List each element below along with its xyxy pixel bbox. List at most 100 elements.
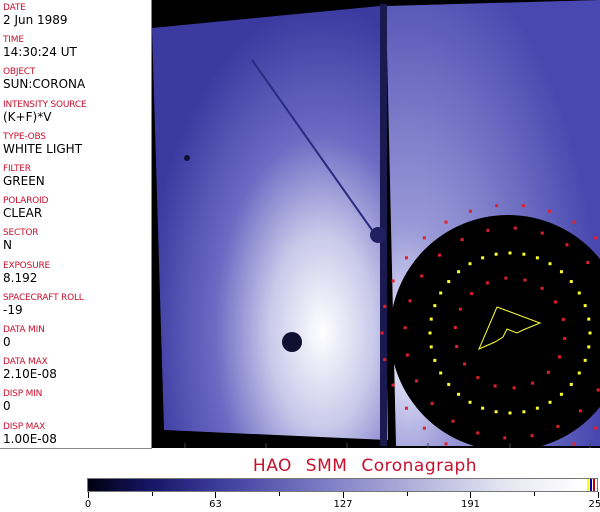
overlay-dot <box>481 406 485 410</box>
overlay-dot <box>563 336 567 340</box>
field-label: SPACECRAFT ROLL <box>3 292 84 303</box>
overlay-dot <box>546 370 550 374</box>
chart-title: HAO SMM Coronagraph <box>252 456 478 476</box>
axis-ticks <box>184 443 591 448</box>
overlay-dot <box>578 409 582 413</box>
colorbar-tick-label: 0 <box>84 499 92 510</box>
overlay-dot <box>485 281 489 285</box>
overlay-dot <box>404 406 408 410</box>
overlay-dot <box>512 386 516 390</box>
overlay-dot <box>559 270 563 274</box>
overlay-dot <box>476 431 480 435</box>
colorbar-tick <box>597 492 599 498</box>
overlay-dot <box>380 331 384 335</box>
overlay-dot <box>553 300 557 304</box>
field-label: OBJECT <box>3 67 36 78</box>
overlay-dot <box>548 400 552 404</box>
field-label: DATA MIN <box>3 325 45 335</box>
overlay-dot <box>428 331 432 335</box>
overlay-dot <box>433 358 437 362</box>
overlay-dot <box>504 276 508 280</box>
overlay-dot <box>556 424 560 428</box>
field-value: GREEN <box>3 174 45 188</box>
occulting-disk <box>390 215 600 448</box>
overlay-dot <box>494 252 498 256</box>
colorbar-tick <box>470 492 472 498</box>
overlay-dot <box>594 236 598 240</box>
overlay-dot <box>405 353 409 357</box>
overlay-dot <box>463 362 467 366</box>
overlay-dot <box>586 261 590 265</box>
field-label: FILTER <box>3 164 31 174</box>
yellow-polygon <box>478 306 542 350</box>
colorbar-tick <box>406 492 408 496</box>
overlay-dot <box>470 292 474 296</box>
overlay-dot <box>468 400 472 404</box>
overlay-dot <box>559 392 563 396</box>
overlay-dot <box>558 355 562 359</box>
colorbar-end-blue <box>590 479 592 491</box>
colorbar-tick <box>279 492 281 496</box>
dust-spot <box>282 332 302 352</box>
overlay-dot <box>569 280 573 284</box>
overlay-dot <box>522 252 526 256</box>
overlay-dot <box>583 358 587 362</box>
overlay-dot <box>438 253 442 257</box>
field-label: SECTOR <box>3 228 39 239</box>
field-label: INTENSITY SOURCE <box>3 99 87 110</box>
overlay-dot <box>587 317 591 321</box>
pylon-gap <box>380 4 387 446</box>
overlay-dot <box>458 307 462 311</box>
overlay-dot <box>420 274 424 278</box>
overlay-dot <box>444 442 448 446</box>
colorbar-tick-label: 127 <box>333 499 353 510</box>
field-value: -19 <box>3 302 23 317</box>
overlay-dot <box>531 381 535 385</box>
pylon-spot <box>370 227 386 243</box>
colorbar-tick-label: 255 <box>588 499 600 510</box>
field-label: DISP MAX <box>3 421 46 432</box>
overlay-dot <box>444 220 448 224</box>
overlay-dot <box>577 291 581 295</box>
field-label: POLAROID <box>3 196 49 207</box>
field-value: CLEAR <box>3 206 43 221</box>
colorbar-tick <box>88 492 89 498</box>
overlay-dots <box>380 204 600 446</box>
overlay-dot <box>430 401 434 405</box>
colorbar-end-yellow <box>587 479 589 491</box>
field-label: TYPE-OBS <box>3 131 46 142</box>
overlay-dot <box>493 384 497 388</box>
overlay-dot <box>596 388 600 392</box>
field-value: 14:30:24 UT <box>3 45 77 60</box>
colorbar-tick <box>215 492 217 498</box>
field-value: 0 <box>3 399 11 414</box>
overlay-dot <box>447 382 451 386</box>
overlay-dot <box>548 262 552 266</box>
overlay-dot <box>476 376 480 380</box>
field-label: TIME <box>3 35 24 46</box>
overlay-dot <box>572 442 576 446</box>
overlay-dot <box>495 204 499 208</box>
overlay-dot <box>403 326 407 330</box>
overlay-dot <box>429 317 433 321</box>
left-panel-region <box>152 6 388 440</box>
overlay-dot <box>521 204 525 208</box>
colorbar-end-red <box>593 479 595 491</box>
field-label: DATA MAX <box>3 357 48 368</box>
overlay-dot <box>594 426 598 430</box>
overlay-dot <box>404 256 408 260</box>
dust-spot <box>184 155 190 161</box>
overlay-dot <box>391 279 395 283</box>
field-value: 0 <box>3 335 11 349</box>
field-label: DISP MIN <box>3 389 43 400</box>
overlay-dot <box>468 209 472 213</box>
overlay-dot <box>422 236 426 240</box>
colorbar-tick-label: 191 <box>460 499 481 510</box>
overlay-dot <box>455 345 459 349</box>
field-value: 1.00E-08 <box>3 431 57 446</box>
overlay-dot <box>457 270 461 274</box>
colorbar <box>87 478 598 492</box>
colorbar-tick-label: 63 <box>209 499 222 510</box>
overlay-dot <box>457 392 461 396</box>
field-label: DATE <box>3 3 26 13</box>
